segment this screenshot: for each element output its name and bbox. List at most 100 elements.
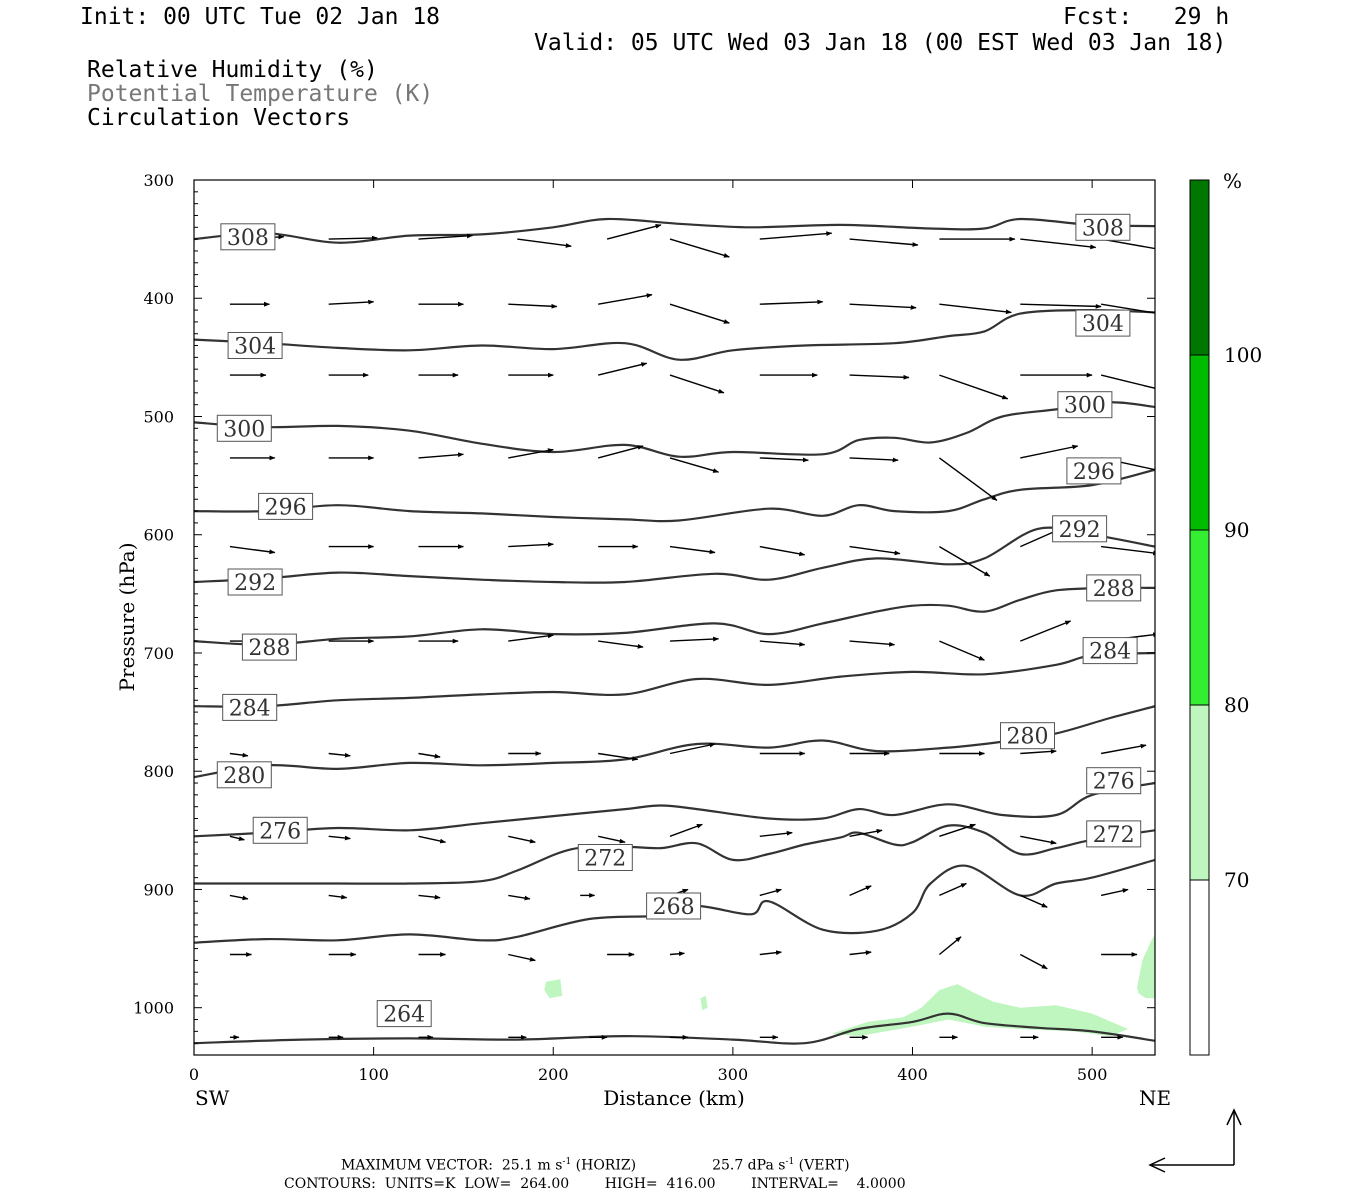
circulation-vector (606, 223, 662, 240)
contour-label-box (252, 816, 308, 844)
circulation-vector (517, 238, 572, 248)
circulation-vector (1100, 888, 1129, 897)
contour-label: 300 (1064, 394, 1106, 419)
circulation-vector (418, 894, 441, 900)
y-tick-label: 300 (143, 171, 174, 190)
colorbar: 100 90 80 70% (1189, 169, 1262, 1056)
contour-label: 300 (223, 417, 265, 442)
contour-label: 284 (229, 696, 271, 721)
x-tick-label: 0 (189, 1065, 199, 1084)
circulation-vector (849, 828, 883, 837)
circulation-vector (759, 640, 806, 647)
contour-label: 292 (1059, 518, 1101, 543)
circulation-vector (508, 303, 558, 309)
circulation-vector (508, 633, 554, 642)
contour-label-box (577, 844, 633, 871)
circulation-vector (1019, 953, 1048, 970)
circulation-vector (669, 951, 685, 957)
contour-label-box (258, 492, 314, 520)
circulation-vector (418, 752, 441, 759)
circulation-vector (508, 953, 536, 962)
circulation-vector (759, 888, 782, 897)
colorbar-band (1189, 354, 1210, 531)
contour-label-box (1075, 213, 1131, 241)
contour-label-box (646, 892, 702, 920)
colorbar-band (1189, 529, 1210, 706)
contour-label-box (227, 332, 283, 359)
circulation-vector (669, 303, 730, 324)
circulation-vector (669, 742, 716, 755)
contour-label: 276 (259, 819, 301, 844)
max-vector-vert-label: (VERT) (794, 1157, 850, 1174)
circulation-vector (229, 894, 249, 901)
circulation-vector (669, 636, 720, 642)
circulation-vector (759, 950, 782, 956)
x-tick-label: 300 (718, 1065, 749, 1084)
circulation-vector (759, 299, 824, 305)
circulation-vector (938, 457, 998, 501)
theta-contour-308 (194, 217, 1155, 244)
circulation-vector (849, 545, 901, 556)
colorbar-band (1189, 179, 1210, 356)
x-axis-title: Distance (km) (603, 1086, 745, 1110)
circulation-vector (669, 238, 730, 258)
colorbar-label: 90 (1224, 518, 1249, 542)
theta-contour-296 (194, 468, 1155, 523)
contour-label: 308 (227, 226, 269, 251)
circulation-vector (939, 374, 1009, 400)
contour-label-box (1086, 820, 1142, 848)
circulation-vector (939, 640, 985, 661)
circulation-vector (669, 545, 716, 555)
circulation-vector (759, 457, 809, 463)
contour-label-box (1086, 574, 1142, 602)
max-vector-horiz-label: (HORIZ) (571, 1157, 637, 1174)
circulation-vector (508, 835, 536, 844)
y-tick-label: 900 (143, 880, 174, 899)
circulation-vector (669, 823, 703, 837)
theta-contour-276 (194, 781, 1155, 838)
contour-label: 272 (1093, 823, 1135, 848)
valid-time: Valid: 05 UTC Wed 03 Jan 18 (00 EST Wed … (534, 30, 1227, 56)
contour-label: 272 (584, 847, 626, 872)
contour-label: 292 (234, 571, 276, 596)
circulation-vector (1020, 894, 1048, 908)
y-tick-label: 600 (143, 526, 174, 545)
endpoint-left: SW (195, 1086, 230, 1110)
circulation-vector (759, 545, 806, 557)
colorbar-label: 100 (1224, 343, 1262, 367)
max-vector-line: MAXIMUM VECTOR: 25.1 m s-1 (HORIZ) 25.7 d… (341, 1157, 850, 1174)
circulation-vector (508, 542, 554, 548)
y-tick-label: 800 (143, 762, 174, 781)
contour-label: 296 (1073, 460, 1115, 485)
legend-relative-humidity: Relative Humidity (%) (87, 57, 378, 83)
y-tick-label: 1000 (133, 999, 174, 1018)
theta-contour-264 (194, 1012, 1155, 1045)
circulation-vector (939, 823, 976, 837)
contour-label-box (1052, 515, 1108, 543)
contour-label-box (220, 223, 276, 251)
x-tick-label: 500 (1077, 1065, 1108, 1084)
circulation-vector (229, 545, 276, 555)
contour-label: 304 (1082, 312, 1124, 337)
circulation-vector (1020, 835, 1057, 845)
rh-region (831, 984, 1129, 1037)
circulation-vector (328, 752, 351, 758)
contour-label: 304 (234, 335, 276, 360)
circulation-vector (598, 835, 626, 844)
colorbar-unit: % (1223, 169, 1242, 193)
x-tick-label: 100 (358, 1065, 389, 1084)
theta-contour-284 (194, 651, 1155, 708)
circulation-vectors (229, 223, 1155, 1040)
circulation-vector (669, 374, 725, 394)
rh-region (700, 995, 708, 1011)
circulation-vector (418, 835, 447, 844)
circulation-vector (598, 445, 644, 459)
contour-label: 288 (1093, 577, 1135, 602)
circulation-vector (849, 640, 896, 647)
circulation-vector (849, 374, 910, 380)
contour-label-box (1086, 767, 1142, 795)
contour-label: 276 (1093, 770, 1135, 795)
y-axis-title: Pressure (hPa) (115, 543, 139, 692)
axes: 0 100 200 300 400 500 300 400 500 600 700 800 900 100… (133, 171, 1155, 1084)
circulation-vector (508, 894, 531, 901)
